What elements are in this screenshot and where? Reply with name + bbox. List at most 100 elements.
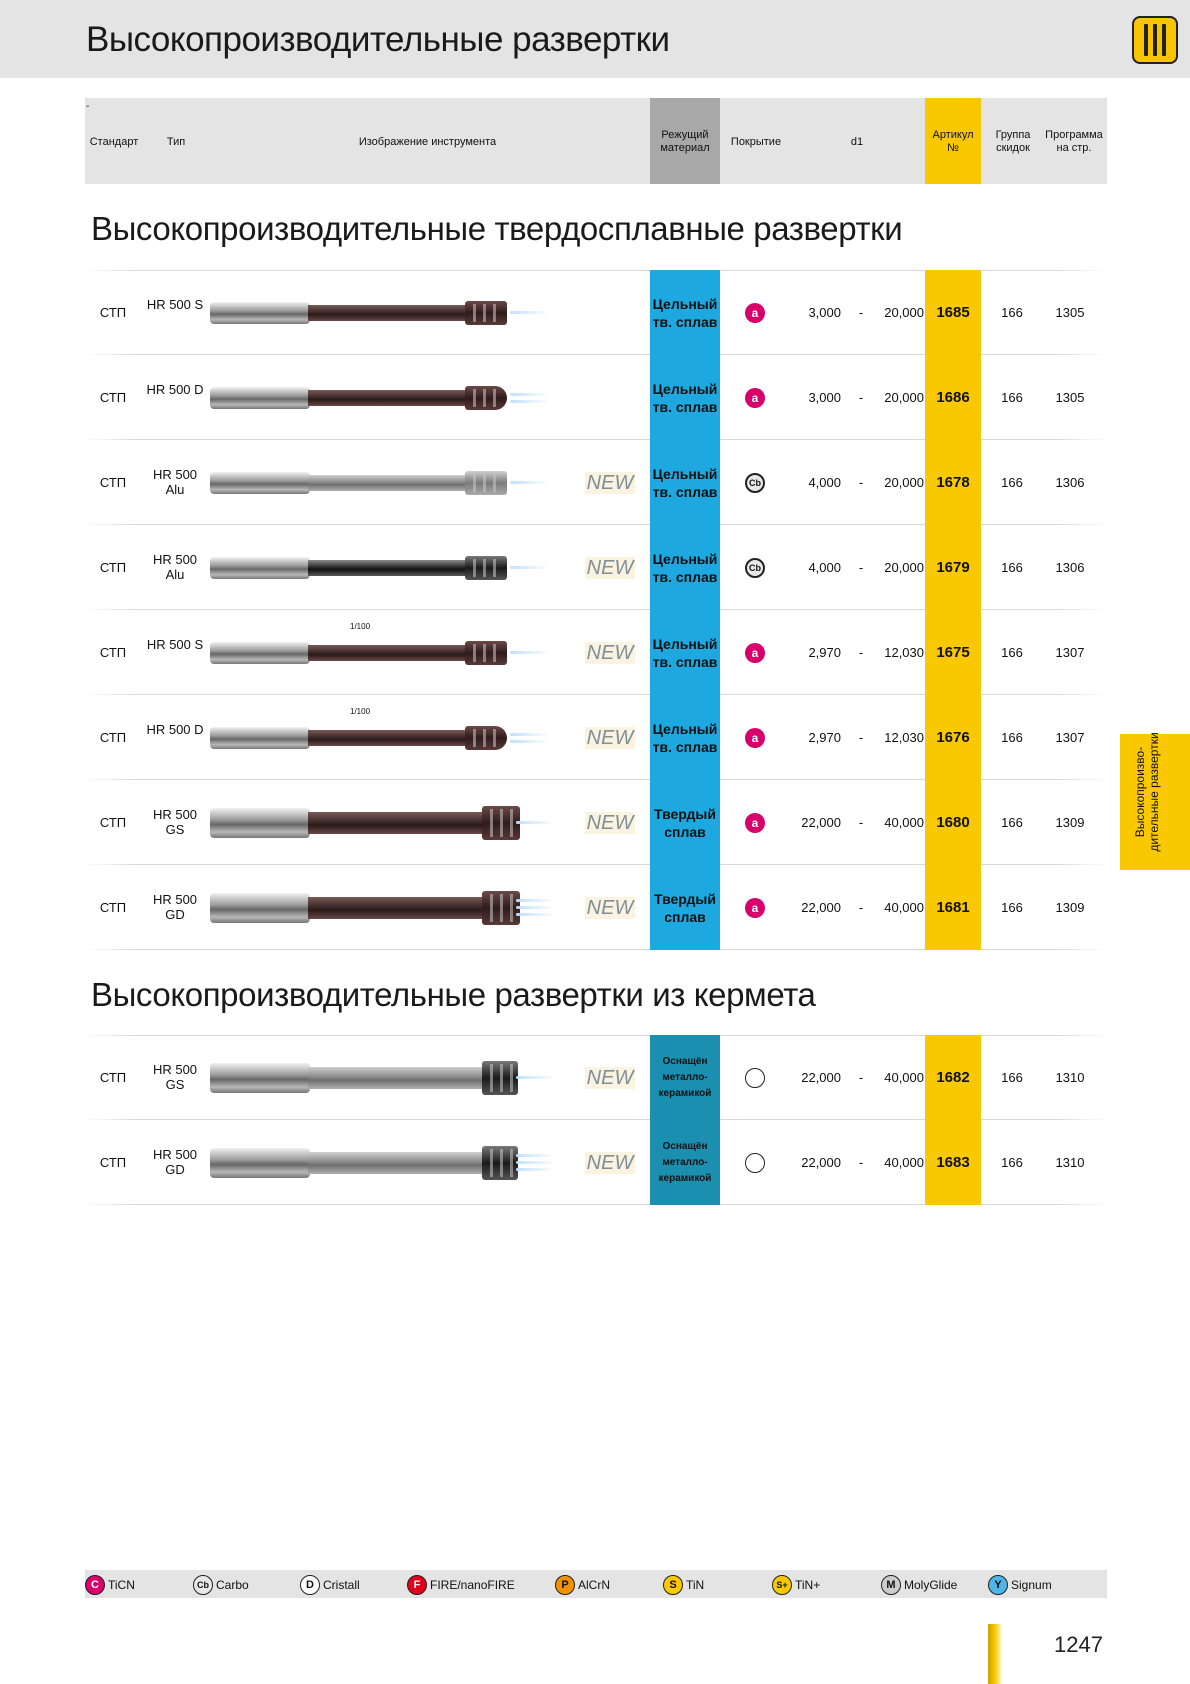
table-row: СТП HR 500 Alu NEW Цельный тв. сплав Cb 4,000… xyxy=(85,440,1107,525)
standard-cell: СТП xyxy=(99,730,127,745)
d1-max-cell: 40,000 xyxy=(884,815,924,830)
d1-min-cell: 22,000 xyxy=(801,815,841,830)
tool-image xyxy=(210,296,550,330)
article-cell[interactable]: 1675 xyxy=(925,610,981,695)
table-row: СТП HR 500 GD NEW Твердый сплав a 22,000 - 40,0… xyxy=(85,865,1107,950)
standard-cell: СТП xyxy=(99,475,127,490)
coating-icon: S+ xyxy=(772,1575,792,1595)
table-row: СТП HR 500 D Цельный тв. сплав a 3,000 - 20,00… xyxy=(85,355,1107,440)
top-bar xyxy=(0,0,1190,78)
header-discount-group: Группа скидок xyxy=(995,129,1031,154)
tolerance-label: 1/100 xyxy=(350,622,371,631)
header-d1: d1 xyxy=(850,136,864,148)
discount-group-cell: 166 xyxy=(1001,815,1023,830)
article-cell[interactable]: 1678 xyxy=(925,440,981,525)
type-cell: HR 500 D xyxy=(146,722,204,737)
program-page-cell[interactable]: 1307 xyxy=(1055,645,1085,660)
d1-range-dash: - xyxy=(858,815,864,830)
type-cell: HR 500 GS xyxy=(152,1062,198,1092)
tool-image xyxy=(210,466,550,500)
coating-a-icon: a xyxy=(745,898,765,918)
discount-group-cell: 166 xyxy=(1001,900,1023,915)
d1-min-cell: 22,000 xyxy=(801,1155,841,1170)
standard-cell: СТП xyxy=(99,645,127,660)
type-cell: HR 500 S xyxy=(146,297,204,312)
article-cell[interactable]: 1680 xyxy=(925,780,981,865)
article-cell[interactable]: 1676 xyxy=(925,695,981,780)
d1-range-dash: - xyxy=(858,1155,864,1170)
d1-max-cell: 20,000 xyxy=(884,305,924,320)
legend-label: Cristall xyxy=(323,1578,360,1592)
article-cell[interactable]: 1683 xyxy=(925,1120,981,1205)
d1-min-cell: 3,000 xyxy=(808,305,841,320)
program-page-cell[interactable]: 1305 xyxy=(1055,305,1085,320)
cutting-material-cell: Оснащён металло-керамикой xyxy=(650,1035,720,1120)
d1-max-cell: 40,000 xyxy=(884,1070,924,1085)
header-image: Изображение инструмента xyxy=(358,136,497,148)
table-row: СТП HR 500 GD NEW Оснащён металло-керамикой… xyxy=(85,1120,1107,1205)
side-tab[interactable] xyxy=(1120,734,1190,870)
coating-code: a xyxy=(751,646,759,660)
d1-max-cell: 12,030 xyxy=(884,730,924,745)
program-page-cell[interactable]: 1306 xyxy=(1055,560,1085,575)
legend-label: AlCrN xyxy=(578,1578,610,1592)
discount-group-cell: 166 xyxy=(1001,1070,1023,1085)
d1-range-dash: - xyxy=(858,305,864,320)
legend-item: Y Signum xyxy=(988,1575,1052,1595)
d1-min-cell: 22,000 xyxy=(801,1070,841,1085)
d1-range-dash: - xyxy=(858,560,864,575)
coating-carbo-icon: Cb xyxy=(745,473,765,493)
program-page-cell[interactable]: 1307 xyxy=(1055,730,1085,745)
new-badge: NEW xyxy=(585,1067,635,1089)
new-badge: NEW xyxy=(585,472,635,494)
article-cell[interactable]: 1682 xyxy=(925,1035,981,1120)
new-badge: NEW xyxy=(585,557,635,579)
coating-icon: C xyxy=(85,1575,105,1595)
tool-image xyxy=(210,1146,556,1180)
standard-cell: СТП xyxy=(99,1070,127,1085)
program-page-cell[interactable]: 1310 xyxy=(1055,1155,1085,1170)
program-page-cell[interactable]: 1309 xyxy=(1055,900,1085,915)
legend-label: MolyGlide xyxy=(904,1578,958,1592)
program-page-cell[interactable]: 1305 xyxy=(1055,390,1085,405)
new-badge: NEW xyxy=(585,897,635,919)
article-cell[interactable]: 1679 xyxy=(925,525,981,610)
legend-item: P AlCrN xyxy=(555,1575,610,1595)
standard-cell: СТП xyxy=(99,900,127,915)
coating-code: a xyxy=(751,306,759,320)
program-page-cell[interactable]: 1309 xyxy=(1055,815,1085,830)
new-badge: NEW xyxy=(585,642,635,664)
uncoated-icon xyxy=(745,1153,765,1173)
discount-group-cell: 166 xyxy=(1001,645,1023,660)
coating-icon: S xyxy=(663,1575,683,1595)
tool-image xyxy=(210,1061,556,1095)
coating-a-icon: a xyxy=(745,813,765,833)
program-page-cell[interactable]: 1306 xyxy=(1055,475,1085,490)
coating-code: a xyxy=(751,731,759,745)
d1-range-dash: - xyxy=(858,390,864,405)
new-badge: NEW xyxy=(585,727,635,749)
tool-image: 1/100 xyxy=(210,622,550,670)
coating-carbo-icon: Cb xyxy=(745,558,765,578)
page-title: Высокопроизводительные развертки xyxy=(86,20,670,59)
legend-label: TiN+ xyxy=(795,1578,821,1592)
coating-a-icon: a xyxy=(745,643,765,663)
cutting-material-cell: Цельный тв. сплав xyxy=(650,440,720,525)
d1-min-cell: 22,000 xyxy=(801,900,841,915)
coating-code: Cb xyxy=(749,563,761,573)
uncoated-icon xyxy=(745,1068,765,1088)
header-standard: Стандарт xyxy=(89,136,139,148)
legend-label: FIRE/nanoFIRE xyxy=(430,1578,515,1592)
standard-cell: СТП xyxy=(99,560,127,575)
d1-max-cell: 12,030 xyxy=(884,645,924,660)
legend-item: S TiN xyxy=(663,1575,704,1595)
program-page-cell[interactable]: 1310 xyxy=(1055,1070,1085,1085)
legend-label: Carbo xyxy=(216,1578,249,1592)
coating-code: a xyxy=(751,901,759,915)
table-row: СТП HR 500 D 1/100 NEW Цельный тв. сплав a 2,9… xyxy=(85,695,1107,780)
header-program-page: Программа на стр. xyxy=(1045,129,1103,154)
article-cell[interactable]: 1681 xyxy=(925,865,981,950)
article-cell[interactable]: 1686 xyxy=(925,355,981,440)
d1-max-cell: 40,000 xyxy=(884,900,924,915)
article-cell[interactable]: 1685 xyxy=(925,270,981,355)
